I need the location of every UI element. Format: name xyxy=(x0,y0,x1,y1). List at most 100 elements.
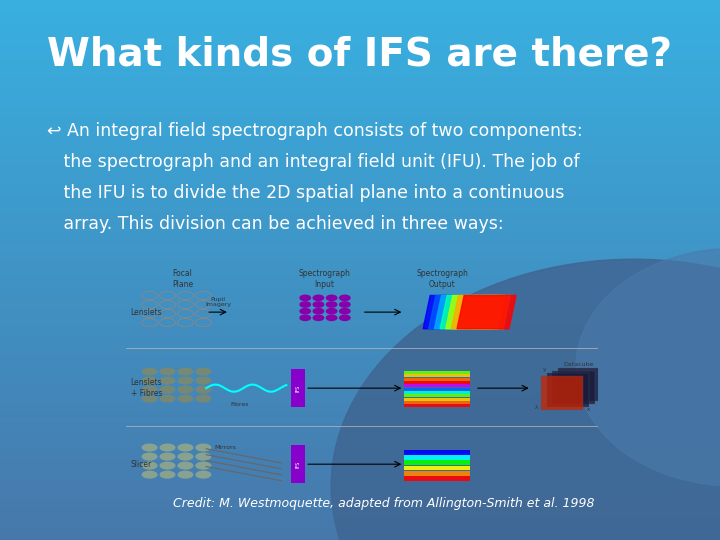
Circle shape xyxy=(195,443,212,451)
Polygon shape xyxy=(434,295,493,329)
Circle shape xyxy=(300,308,310,314)
Circle shape xyxy=(160,386,176,394)
Bar xyxy=(291,369,305,407)
Text: Focal
Plane: Focal Plane xyxy=(172,269,193,289)
Circle shape xyxy=(177,470,194,478)
Circle shape xyxy=(300,315,310,320)
Circle shape xyxy=(177,368,194,375)
Bar xyxy=(404,476,470,481)
Circle shape xyxy=(195,395,212,403)
Text: Credit: M. Westmoquette, adapted from Allington-Smith et al. 1998: Credit: M. Westmoquette, adapted from Al… xyxy=(173,497,594,510)
Text: Spectrograph
Output: Spectrograph Output xyxy=(416,269,468,289)
Polygon shape xyxy=(440,295,499,329)
Bar xyxy=(404,404,470,407)
Polygon shape xyxy=(558,368,600,401)
Text: the spectrograph and an integral field unit (IFU). The job of: the spectrograph and an integral field u… xyxy=(47,153,580,171)
Bar xyxy=(404,388,470,390)
Text: y: y xyxy=(542,367,546,372)
Text: Lenslets: Lenslets xyxy=(131,308,162,316)
Circle shape xyxy=(195,368,212,375)
Circle shape xyxy=(195,462,212,470)
Polygon shape xyxy=(552,370,595,404)
Circle shape xyxy=(142,368,158,375)
Circle shape xyxy=(195,386,212,394)
Circle shape xyxy=(313,295,323,300)
Circle shape xyxy=(195,376,212,384)
Circle shape xyxy=(142,395,158,403)
Circle shape xyxy=(326,302,337,307)
Circle shape xyxy=(331,259,720,540)
Circle shape xyxy=(142,470,158,478)
Polygon shape xyxy=(429,295,487,329)
Circle shape xyxy=(576,248,720,486)
Circle shape xyxy=(160,443,176,451)
Circle shape xyxy=(313,302,323,307)
Text: What kinds of IFS are there?: What kinds of IFS are there? xyxy=(47,35,672,73)
Circle shape xyxy=(142,386,158,394)
Bar xyxy=(291,445,305,483)
Circle shape xyxy=(313,308,323,314)
Circle shape xyxy=(160,376,176,384)
Circle shape xyxy=(160,395,176,403)
Polygon shape xyxy=(423,295,482,329)
Text: λ: λ xyxy=(535,405,538,410)
Text: array. This division can be achieved in three ways:: array. This division can be achieved in … xyxy=(47,215,503,233)
Bar xyxy=(404,384,470,387)
Bar xyxy=(404,377,470,381)
Circle shape xyxy=(160,368,176,375)
Polygon shape xyxy=(457,295,516,329)
Circle shape xyxy=(300,302,310,307)
Circle shape xyxy=(177,443,194,451)
Circle shape xyxy=(326,308,337,314)
Polygon shape xyxy=(546,374,589,407)
Text: Datacube: Datacube xyxy=(564,362,594,367)
Circle shape xyxy=(177,395,194,403)
Text: x: x xyxy=(587,407,590,412)
Bar xyxy=(404,471,470,476)
Bar xyxy=(404,374,470,377)
Circle shape xyxy=(313,315,323,320)
Circle shape xyxy=(340,308,350,314)
Text: Slicer: Slicer xyxy=(131,460,152,469)
Text: Pupil
Imagery: Pupil Imagery xyxy=(205,296,231,307)
Circle shape xyxy=(177,376,194,384)
Circle shape xyxy=(142,376,158,384)
Text: ↩ An integral field spectrograph consists of two components:: ↩ An integral field spectrograph consist… xyxy=(47,122,582,139)
Polygon shape xyxy=(541,376,583,409)
Bar xyxy=(404,397,470,401)
Text: IFS: IFS xyxy=(296,384,301,392)
Bar xyxy=(404,371,470,374)
Circle shape xyxy=(142,462,158,470)
Circle shape xyxy=(195,470,212,478)
Circle shape xyxy=(160,462,176,470)
Circle shape xyxy=(160,453,176,461)
Circle shape xyxy=(340,295,350,300)
Bar xyxy=(404,461,470,465)
Circle shape xyxy=(326,295,337,300)
Text: Spectrograph
Input: Spectrograph Input xyxy=(298,269,350,289)
Bar xyxy=(404,455,470,460)
Circle shape xyxy=(142,453,158,461)
Bar xyxy=(404,465,470,470)
Circle shape xyxy=(177,453,194,461)
Circle shape xyxy=(340,315,350,320)
Text: Mirrors: Mirrors xyxy=(214,445,236,450)
Bar xyxy=(404,401,470,404)
Circle shape xyxy=(195,453,212,461)
Bar xyxy=(404,450,470,455)
Circle shape xyxy=(177,462,194,470)
Bar xyxy=(404,391,470,394)
Polygon shape xyxy=(451,295,510,329)
Text: IFS: IFS xyxy=(296,461,301,468)
Circle shape xyxy=(142,443,158,451)
Bar xyxy=(404,381,470,384)
Bar xyxy=(404,394,470,397)
Circle shape xyxy=(326,315,337,320)
Circle shape xyxy=(177,386,194,394)
Circle shape xyxy=(300,295,310,300)
Polygon shape xyxy=(446,295,505,329)
Text: Lenslets
+ Fibres: Lenslets + Fibres xyxy=(131,379,162,398)
Text: Fibres: Fibres xyxy=(230,402,248,407)
Circle shape xyxy=(340,302,350,307)
Circle shape xyxy=(160,470,176,478)
